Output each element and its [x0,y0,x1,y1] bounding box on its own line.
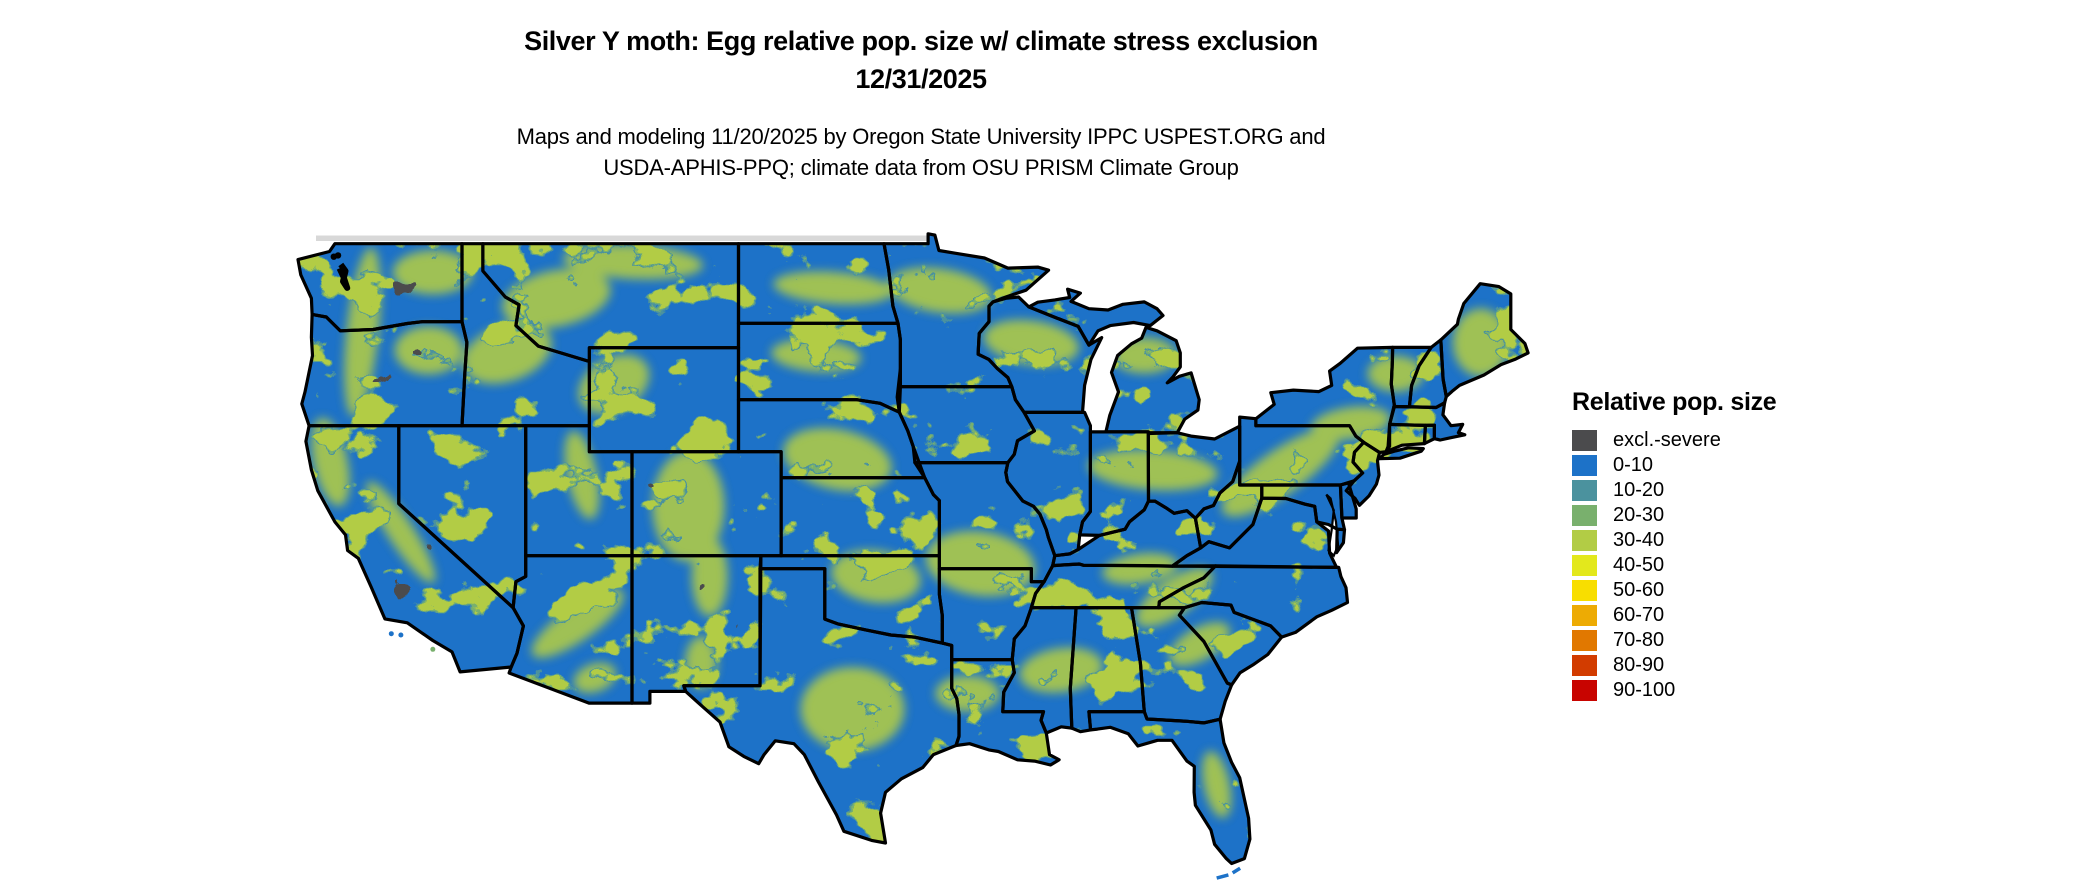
state-border-me [1439,282,1530,399]
state-borders [296,232,1530,866]
figure-subtitle-line2: USDA-APHIS-PPQ; climate data from OSU PR… [603,155,1239,180]
legend-label: 10-20 [1613,479,1665,501]
state-border-wi [976,295,1104,414]
legend-swatch [1572,480,1597,501]
legend-label: 90-100 [1613,679,1676,701]
legend-swatch [1572,580,1597,601]
state-border-milp [1104,325,1201,435]
state-border-nj [1344,440,1382,507]
state-border-vaes [1334,527,1347,555]
legend-label: 60-70 [1613,604,1665,626]
figure-title-line1: Silver Y moth: Egg relative pop. size w/… [524,26,1318,56]
raster-edge-strip [316,235,928,241]
puget-sound [336,262,351,291]
channel-islands [398,632,404,638]
san-juan-islands [334,252,342,259]
figure-title-line2: 12/31/2025 [855,64,987,94]
state-border-ct [1384,422,1428,454]
legend-label: 70-80 [1613,629,1665,651]
legend-swatch [1572,555,1597,576]
legend-item: 80-90 [1572,655,1776,676]
legend-swatch [1572,630,1597,651]
legend-swatch [1572,455,1597,476]
legend-label: 20-30 [1613,504,1665,526]
legend-item: 90-100 [1572,680,1776,701]
legend-item: excl.-severe [1572,430,1776,451]
legend-label: 80-90 [1613,654,1665,676]
figure-subtitle-line1: Maps and modeling 11/20/2025 by Oregon S… [516,124,1326,149]
figure-title: Silver Y moth: Egg relative pop. size w/… [0,22,1842,98]
legend-item: 20-30 [1572,505,1776,526]
state-border-il [1004,410,1093,558]
legend-item: 70-80 [1572,630,1776,651]
legend-swatch [1572,530,1597,551]
legend-label: 30-40 [1613,529,1665,551]
legend-label: 40-50 [1613,554,1665,576]
channel-islands [388,631,394,637]
legend-label: 0-10 [1613,454,1654,476]
state-border-li [1377,446,1425,461]
channel-islands [430,646,436,652]
legend-label: 50-60 [1613,579,1665,601]
figure-subtitle: Maps and modeling 11/20/2025 by Oregon S… [0,121,1842,183]
us-population-map [296,232,1530,880]
legend-swatch [1572,505,1597,526]
florida-keys [1216,873,1229,880]
legend-item: 0-10 [1572,455,1776,476]
legend-item: 60-70 [1572,605,1776,626]
state-border-miup [1027,287,1165,347]
legend-item: 50-60 [1572,580,1776,601]
state-border-sc [1177,600,1284,687]
state-border-fl [1087,710,1252,866]
map-content [296,232,1530,880]
legend-title: Relative pop. size [1572,388,1777,416]
legend-label: excl.-severe [1613,429,1721,451]
legend-item: 10-20 [1572,480,1776,501]
state-border-oh [1146,424,1242,520]
raster-layers [298,233,1529,864]
florida-keys [1231,866,1242,875]
legend-item: 30-40 [1572,530,1776,551]
legend-swatch [1572,605,1597,626]
map-legend: Relative pop. size excl.-severe 0-10 10-20… [1572,388,1777,705]
legend-rows: excl.-severe 0-10 10-20 20-30 30-40 40-50 50-6… [1572,430,1776,701]
legend-item: 40-50 [1572,555,1776,576]
legend-swatch [1572,680,1597,701]
legend-swatch [1572,430,1597,451]
legend-swatch [1572,655,1597,676]
